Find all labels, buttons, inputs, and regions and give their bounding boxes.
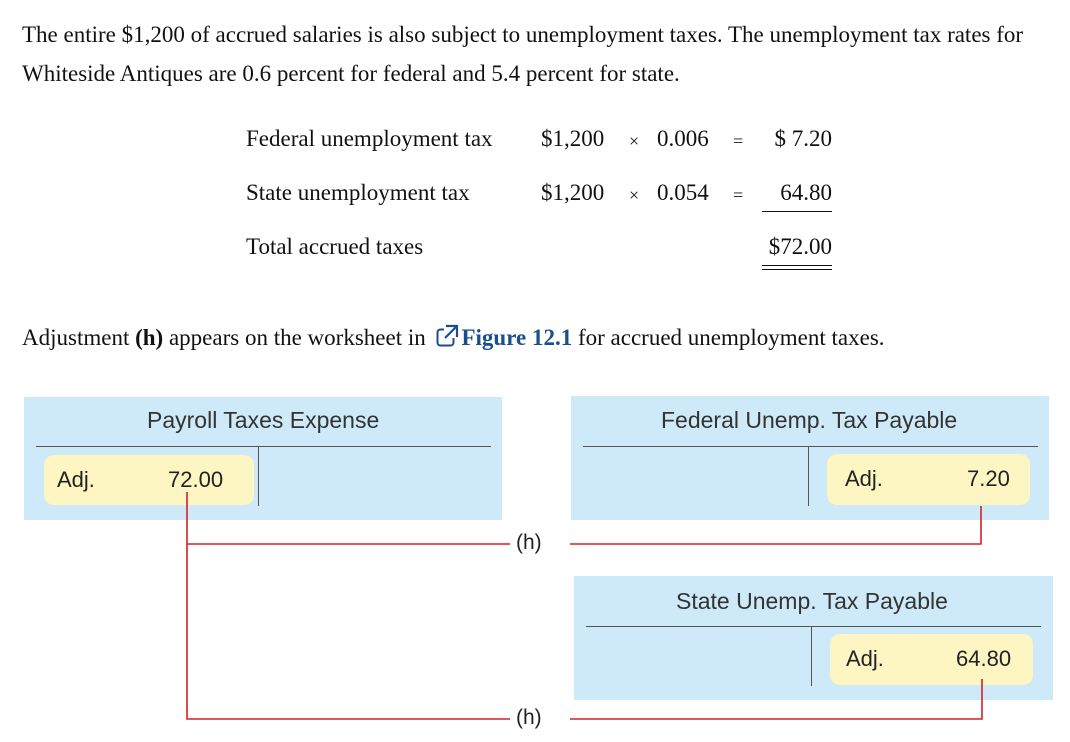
calc-total-label: Total accrued taxes (246, 234, 424, 259)
calc-rate-federal: 0.006 (657, 126, 709, 151)
calc-rate-state: 0.054 (657, 180, 709, 205)
payroll-adj-label: Adj. (57, 467, 95, 492)
connector-state (186, 544, 983, 720)
calc-result-state: 64.80 (780, 180, 832, 205)
payroll-adj-amount: 72.00 (168, 467, 224, 492)
payroll-t-vertical (258, 446, 259, 506)
calc-equals-federal: = (733, 131, 744, 151)
calc-equals-state: = (733, 185, 744, 205)
adjustment-text-before: Adjustment (22, 325, 136, 350)
payroll-account-title: Payroll Taxes Expense (147, 407, 380, 433)
calc-base-federal: $1,200 (541, 126, 605, 151)
calc-base-state: $1,200 (541, 180, 605, 205)
adjustment-paragraph: Adjustment (h) appears on the worksheet … (22, 318, 1052, 360)
calc-total-value: $72.00 (768, 234, 832, 259)
subtotal-underline (762, 211, 832, 212)
calc-result-federal: $ 7.20 (774, 126, 833, 151)
adjustment-letter: (h) (135, 325, 164, 350)
state-t-vertical (811, 626, 812, 686)
state-t-horizontal (586, 626, 1041, 627)
figure-link[interactable]: Figure 12.1 (461, 325, 573, 350)
payroll-t-horizontal (36, 446, 491, 447)
adjustment-text-after: for accrued unemployment taxes. (572, 325, 885, 350)
federal-account-title: Federal Unemp. Tax Payable (661, 407, 958, 433)
federal-t-vertical (808, 446, 809, 506)
external-link-icon[interactable] (435, 321, 459, 360)
payroll-adj-entry (44, 455, 254, 505)
flow-label-h-1: (h) (516, 531, 542, 554)
flow-label-h-2: (h) (516, 706, 542, 729)
calc-label-state: State unemployment tax (246, 180, 470, 205)
calc-label-federal: Federal unemployment tax (246, 126, 493, 151)
calc-times-federal: × (629, 131, 640, 151)
state-account-title: State Unemp. Tax Payable (676, 588, 948, 614)
federal-adj-label: Adj. (845, 466, 883, 491)
federal-adj-amount: 7.20 (967, 466, 1010, 491)
connector-federal (186, 492, 982, 545)
intro-paragraph: The entire $1,200 of accrued salaries is… (22, 22, 1024, 86)
state-adj-label: Adj. (846, 646, 884, 671)
federal-adj-entry (827, 454, 1030, 505)
adjustment-text-middle: appears on the worksheet in (163, 325, 432, 350)
state-adj-entry (830, 634, 1033, 685)
total-double-underline-1 (762, 265, 832, 266)
state-adj-amount: 64.80 (956, 646, 1012, 671)
federal-t-horizontal (583, 446, 1038, 447)
total-double-underline-2 (762, 269, 832, 270)
calc-times-state: × (629, 185, 640, 205)
